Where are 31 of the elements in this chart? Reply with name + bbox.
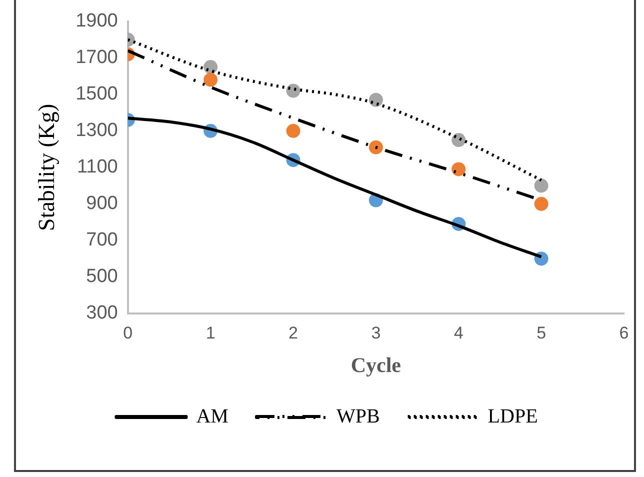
y-tick-label: 1700: [76, 47, 118, 68]
y-tick-label: 300: [86, 302, 118, 324]
point: [452, 133, 466, 148]
x-tick-label: 1: [206, 323, 216, 342]
x-tick-label: 4: [454, 323, 464, 342]
point: [286, 84, 300, 98]
x-tick-label: 3: [371, 323, 381, 342]
x-tick-label: 5: [536, 323, 546, 342]
legend-label: AM: [196, 405, 229, 428]
point: [286, 124, 300, 138]
x-tick-label: 2: [288, 323, 298, 342]
point: [368, 92, 383, 107]
y-tick-label: 700: [86, 230, 118, 251]
x-tick-label: 0: [123, 323, 133, 342]
y-axis-title: Stability (Kg): [34, 104, 59, 231]
point: [534, 196, 548, 211]
y-tick-label: 1900: [76, 10, 118, 32]
point: [368, 140, 383, 154]
y-tick-label: 500: [86, 266, 118, 288]
y-tick-label: 1500: [76, 84, 118, 105]
point: [204, 60, 218, 74]
y-tick-label: 1300: [76, 120, 118, 142]
x-axis-title: Cycle: [350, 352, 402, 377]
point: [452, 162, 466, 176]
legend-label: WPB: [336, 405, 380, 428]
y-tick-label: 1100: [77, 156, 118, 178]
legend-label: LDPE: [488, 405, 538, 428]
point: [534, 178, 548, 193]
y-tick-label: 900: [86, 193, 118, 214]
point: [204, 72, 218, 87]
x-tick-label: 6: [619, 323, 629, 342]
